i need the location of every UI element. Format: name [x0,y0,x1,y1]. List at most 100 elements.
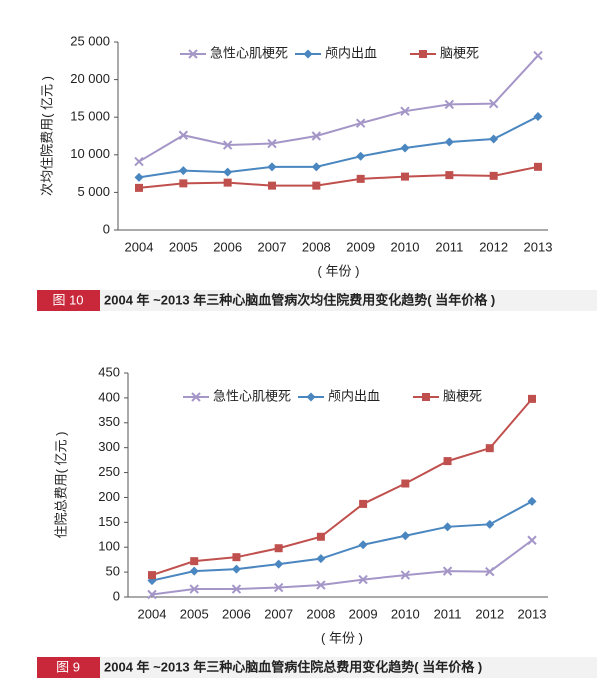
x-tick-label: 2007 [258,239,287,254]
marker-shape [274,544,283,553]
x-tick-label: 2005 [169,239,198,254]
legend-label: 脑梗死 [443,388,482,403]
marker-shape [223,178,232,187]
marker-shape [311,131,322,141]
marker-shape [356,174,365,183]
series-line [138,165,539,189]
y-tick-label: 350 [98,414,120,429]
marker-shape [534,162,542,171]
y-tick-label: 200 [98,489,120,504]
marker-shape [231,584,242,594]
point-marker [189,566,199,576]
point-marker [148,571,156,580]
point-marker [489,134,499,144]
y-tick-label: 100 [98,539,120,554]
marker-shape [358,574,368,585]
x-tick-label: 2010 [391,606,420,621]
marker-shape [222,140,233,150]
marker-shape [189,584,199,594]
y-axis-label: 住院总费用( 亿元 ) [53,432,68,539]
point-marker [223,167,233,177]
marker-shape [316,580,326,590]
point-marker [534,162,542,171]
marker-shape [489,171,498,180]
x-tick-label: 2006 [222,606,251,621]
marker-shape [274,559,284,569]
marker-shape [445,171,454,180]
marker-shape [527,496,537,506]
marker-shape [312,181,321,190]
marker-shape [179,179,188,188]
y-tick-label: 20 000 [70,71,110,86]
x-tick-label: 2009 [349,606,378,621]
point-marker [316,554,326,564]
y-tick-label: 250 [98,464,120,479]
legend-label: 颅内出血 [325,45,377,60]
legend-label: 急性心肌梗死 [213,388,291,403]
legend-label: 颅内出血 [328,388,380,403]
marker-shape [178,130,189,140]
marker-shape [485,444,494,453]
point-marker [443,457,452,466]
point-marker [443,522,453,532]
point-marker [355,118,366,128]
point-marker [274,544,283,553]
marker-shape [268,181,276,190]
marker-shape [147,589,157,600]
marker-shape [189,566,199,576]
point-marker [179,179,188,188]
marker-shape [134,156,144,167]
point-marker [267,138,277,149]
marker-shape [231,564,241,574]
caption-bar [37,290,597,311]
legend-marker [306,392,316,402]
point-marker [134,156,144,167]
x-tick-label: 2004 [125,239,154,254]
marker-shape [358,540,368,550]
point-marker [274,559,284,569]
marker-shape [311,162,321,172]
point-marker [316,580,326,590]
marker-shape [267,138,277,149]
marker-shape [419,50,427,58]
caption: 2004 年 ~2013 年三种心脑血管病住院总费用变化趋势( 当年价格 ) [104,659,482,674]
marker-shape [533,50,543,61]
point-marker [189,584,199,594]
marker-shape [422,393,430,401]
marker-shape [232,553,241,562]
series-line [138,54,539,163]
x-tick-label: 2011 [434,606,462,621]
marker-shape [190,557,199,566]
marker-shape [485,519,495,529]
marker-shape [400,531,410,541]
point-marker [231,564,241,574]
point-marker [533,50,543,61]
point-marker [400,531,410,541]
x-tick-label: 2007 [264,606,293,621]
point-marker [527,535,537,545]
x-tick-label: 2013 [524,239,553,254]
y-tick-label: 0 [113,588,120,603]
x-tick-label: 2011 [435,239,463,254]
y-tick-label: 5 000 [77,184,110,199]
marker-shape [400,106,410,116]
marker-shape [273,582,284,593]
y-tick-label: 10 000 [70,146,110,161]
figure-label-box [37,657,100,678]
point-marker [178,130,189,140]
marker-shape [188,49,198,59]
marker-shape [527,535,537,545]
legend-label: 脑梗死 [440,45,479,60]
point-marker [485,444,494,453]
point-marker [358,540,368,550]
marker-shape [533,111,543,121]
y-tick-label: 300 [98,439,120,454]
marker-shape [400,143,410,153]
legend-marker [422,393,430,401]
marker-shape [443,457,452,466]
point-marker [311,162,321,172]
point-marker [400,570,411,580]
marker-shape [178,166,188,176]
point-marker [359,499,368,508]
marker-shape [401,479,410,488]
